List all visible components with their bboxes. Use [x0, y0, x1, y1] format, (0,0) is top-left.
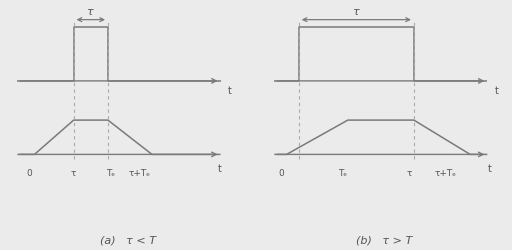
Text: τ: τ — [407, 169, 412, 178]
Text: τ: τ — [71, 169, 76, 178]
Text: t: t — [228, 86, 232, 96]
Text: (b)   τ > T: (b) τ > T — [356, 235, 413, 245]
Text: Tₑ: Tₑ — [106, 169, 115, 178]
Text: $\tau$: $\tau$ — [352, 7, 361, 17]
Text: 0: 0 — [27, 169, 32, 178]
Text: $\tau$: $\tau$ — [87, 7, 95, 17]
Text: τ+Tₑ: τ+Tₑ — [435, 169, 457, 178]
Text: τ+Tₑ: τ+Tₑ — [129, 169, 151, 178]
Text: t: t — [495, 86, 499, 96]
Text: Tₑ: Tₑ — [338, 169, 348, 178]
Text: t: t — [487, 164, 491, 174]
Text: (a)   τ < T: (a) τ < T — [99, 235, 156, 245]
Text: 0: 0 — [279, 169, 285, 178]
Text: t: t — [218, 164, 222, 174]
